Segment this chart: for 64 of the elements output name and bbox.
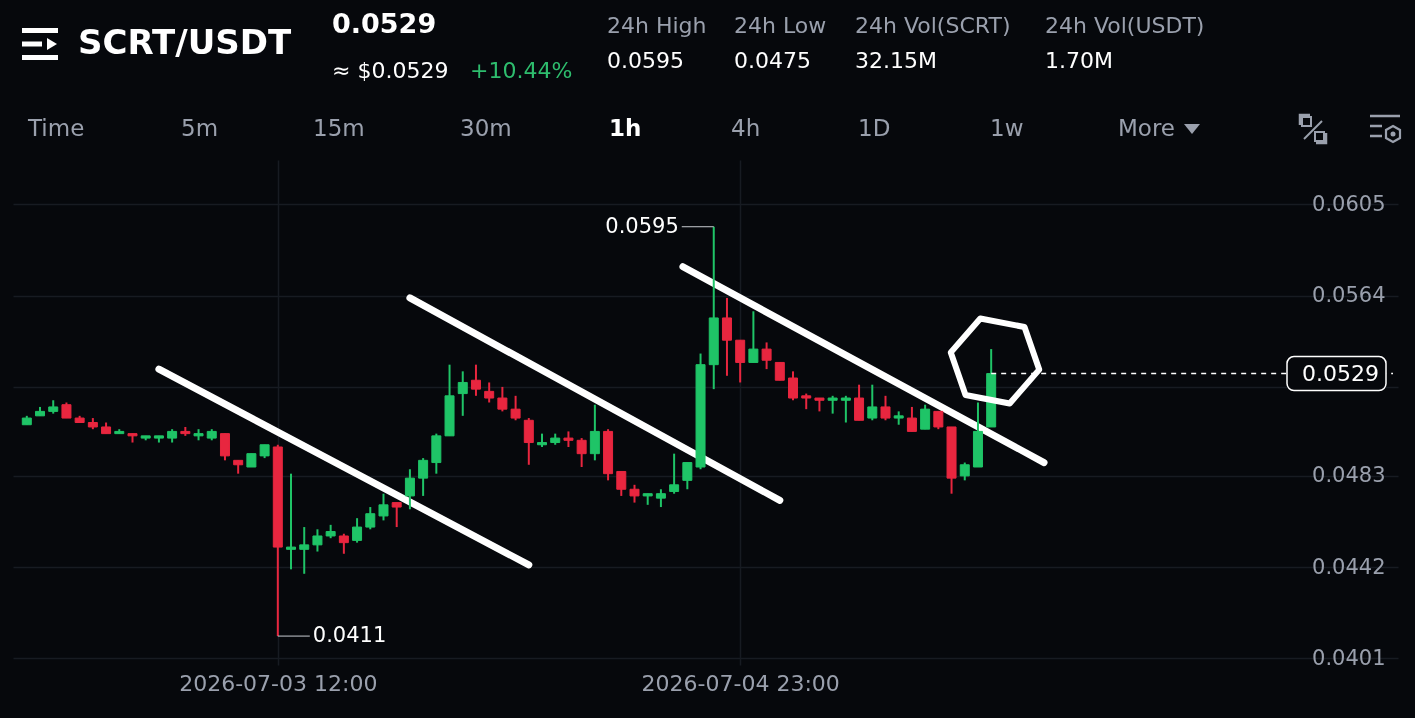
candlestick (788, 370, 799, 402)
candlestick (404, 468, 415, 511)
text: 24h Vol(SCRT) (855, 13, 1011, 38)
text: 15m (313, 115, 365, 141)
text: 0.0475 (734, 48, 811, 73)
text: 24h High (607, 13, 707, 38)
text: 1D (858, 115, 891, 141)
text: 32.15M (855, 48, 937, 73)
annotation: 0.0595 (605, 213, 679, 238)
candlestick (219, 432, 230, 462)
candlestick (735, 339, 746, 384)
candlestick (378, 492, 389, 522)
candlestick (867, 383, 878, 422)
candlestick (510, 394, 521, 422)
text: +10.44% (470, 58, 573, 83)
candlestick (418, 457, 429, 497)
candlestick (352, 517, 363, 544)
text: 1.70M (1045, 48, 1113, 73)
text: 5m (181, 115, 219, 141)
y-tick-label: 0.0483 (1312, 463, 1386, 488)
candlestick (589, 403, 600, 462)
x-tick-label: 2026-07-04 23:00 (641, 670, 840, 696)
candlestick (299, 526, 310, 575)
y-tick-label: 0.0401 (1312, 645, 1386, 670)
text: 0.0595 (607, 48, 684, 73)
text: 1w (990, 115, 1024, 141)
annotation: 0.0411 (312, 623, 387, 648)
y-tick-label: 0.0442 (1312, 554, 1386, 579)
text: More (1118, 115, 1176, 141)
candlestick (748, 310, 759, 364)
text: 30m (460, 115, 512, 141)
candlestick (920, 403, 931, 431)
candlestick (338, 532, 349, 555)
x-tick-label: 2026-07-03 12:00 (179, 670, 378, 696)
chart-title: SCRT/USDT (78, 22, 292, 62)
candlestick (854, 383, 865, 422)
candlestick (616, 470, 627, 497)
candlestick (906, 405, 917, 433)
candlestick (669, 452, 680, 495)
candlestick (484, 381, 495, 404)
candlestick (576, 437, 587, 468)
text: ≈ $0.0529 (332, 58, 449, 83)
candlestick (286, 472, 297, 571)
text: 0.0529 (332, 8, 437, 39)
candlestick (721, 296, 732, 377)
ref-line-label: 0.0529 (1302, 360, 1379, 386)
candlestick (391, 501, 402, 529)
candlestick (682, 461, 693, 491)
candlestick (840, 394, 851, 424)
candlestick (761, 341, 772, 371)
text: 24h Vol(USDT) (1045, 13, 1205, 38)
candlestick (523, 417, 534, 466)
text: 4h (731, 115, 761, 141)
y-tick-label: 0.0605 (1312, 191, 1386, 216)
candlestick (365, 506, 376, 531)
candlestick (312, 528, 323, 553)
y-tick-label: 0.0564 (1312, 283, 1386, 308)
candlestick (880, 394, 891, 422)
candlestick (470, 363, 481, 397)
text: 1h (609, 115, 642, 141)
candlestick (457, 370, 468, 417)
text: Time (28, 115, 85, 141)
text: 24h Low (734, 13, 827, 38)
candlestick (497, 385, 508, 413)
